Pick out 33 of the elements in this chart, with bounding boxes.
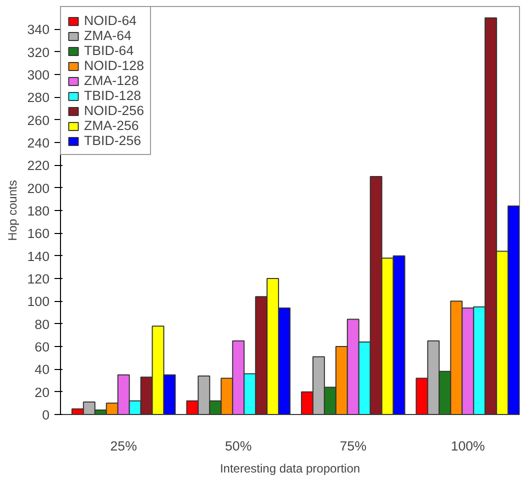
y-tick-label: 20 [34,384,50,400]
y-tick-label: 140 [27,248,50,264]
legend-label: ZMA-128 [84,73,139,88]
legend-label: ZMA-256 [84,118,139,133]
x-tick-label: 100% [450,438,486,454]
y-tick-label: 80 [34,316,50,332]
y-tick-label: 0 [42,408,50,422]
y-tick-label: 260 [27,112,50,128]
y-tick-label: 280 [27,90,50,106]
legend-label: TBID-64 [84,43,134,58]
legend-label: NOID-128 [84,58,144,73]
y-tick-label: 100 [27,294,50,310]
y-tick-label: 220 [27,158,50,174]
legend-label: NOID-64 [84,13,137,28]
y-tick-label: 180 [27,204,50,218]
y-tick-label: 300 [27,68,50,82]
x-tick-label: 75% [340,438,367,454]
y-tick-label: 160 [27,226,50,242]
y-tick-label: 240 [27,136,50,150]
y-tick-label: 200 [27,180,50,196]
legend-label: ZMA-64 [84,28,132,43]
y-axis-title: Hop counts [5,180,20,241]
y-tick-label: 40 [34,362,50,378]
legend-label: TBID-128 [84,88,142,103]
y-tick-label: 60 [34,340,50,354]
y-tick-label: 120 [27,272,50,286]
y-tick-label: 340 [27,22,50,38]
x-axis-title: Interesting data proportion [220,462,360,476]
legend-label: TBID-256 [84,133,142,148]
x-tick-label: 50% [225,438,252,454]
legend-label: NOID-256 [84,103,144,118]
x-tick-label: 25% [110,438,138,454]
y-tick-label: 320 [27,44,50,60]
